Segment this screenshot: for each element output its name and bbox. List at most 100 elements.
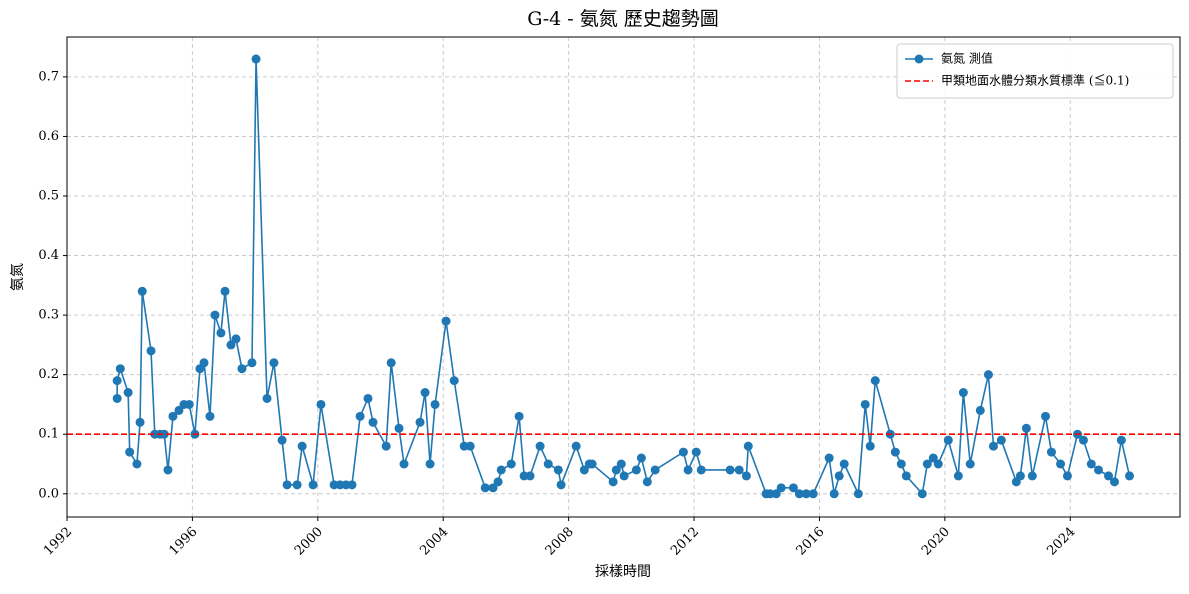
- data-point: [996, 435, 1006, 445]
- y-tick-label: 0.6: [38, 129, 59, 144]
- y-tick-label: 0.0: [38, 486, 59, 501]
- data-point: [277, 435, 287, 445]
- data-point: [860, 399, 870, 409]
- data-point: [112, 393, 122, 403]
- data-point: [776, 483, 786, 493]
- data-point: [965, 459, 975, 469]
- data-point: [801, 489, 811, 499]
- data-point: [112, 376, 122, 386]
- data-point: [262, 393, 272, 403]
- data-point: [696, 465, 706, 475]
- data-point: [794, 489, 804, 499]
- data-point: [834, 471, 844, 481]
- data-point: [611, 465, 621, 475]
- data-point: [725, 465, 735, 475]
- data-point: [1125, 471, 1135, 481]
- x-tick-label: 2008: [543, 525, 577, 559]
- series-line: [116, 59, 1131, 497]
- data-point: [983, 370, 993, 380]
- data-point: [953, 471, 963, 481]
- x-axis-label: 採樣時間: [595, 563, 651, 580]
- legend-marker: [914, 54, 924, 64]
- plot-frame: [66, 36, 1181, 518]
- data-point: [890, 447, 900, 457]
- data-point: [347, 480, 357, 490]
- data-point: [174, 405, 184, 415]
- data-point: [1086, 459, 1096, 469]
- data-point: [636, 453, 646, 463]
- data-point: [958, 388, 968, 398]
- data-point: [1056, 459, 1066, 469]
- data-point: [132, 459, 142, 469]
- y-tick-label: 0.5: [38, 189, 59, 204]
- data-point: [115, 364, 125, 374]
- data-point: [734, 465, 744, 475]
- data-point: [619, 471, 629, 481]
- data-point: [741, 471, 751, 481]
- data-point: [650, 465, 660, 475]
- data-point: [683, 465, 693, 475]
- data-point: [1027, 471, 1037, 481]
- data-point: [137, 286, 147, 296]
- data-point: [420, 388, 430, 398]
- data-point: [1062, 471, 1072, 481]
- data-point: [297, 441, 307, 451]
- data-point: [269, 358, 279, 368]
- data-point: [839, 459, 849, 469]
- data-point: [853, 489, 863, 499]
- data-point: [386, 358, 396, 368]
- data-point: [975, 405, 985, 415]
- data-point: [123, 388, 133, 398]
- data-point: [824, 453, 834, 463]
- x-tick-label: 1996: [167, 525, 201, 559]
- x-tick-label: 2020: [919, 525, 953, 559]
- data-point: [928, 453, 938, 463]
- data-point: [587, 459, 597, 469]
- data-point: [488, 483, 498, 493]
- data-point: [368, 417, 378, 427]
- data-point: [1104, 471, 1114, 481]
- data-point: [163, 465, 173, 475]
- data-point: [579, 465, 589, 475]
- data-point: [465, 441, 475, 451]
- data-point: [917, 489, 927, 499]
- data-point: [251, 54, 261, 64]
- data-point: [216, 328, 226, 338]
- data-point: [1093, 465, 1103, 475]
- x-tick-label: 2000: [292, 525, 326, 559]
- data-point: [146, 346, 156, 356]
- data-point: [553, 465, 563, 475]
- data-point: [865, 441, 875, 451]
- data-point: [691, 447, 701, 457]
- data-point: [399, 459, 409, 469]
- legend-label: 甲類地面水體分類水質標準 (≦0.1): [941, 73, 1129, 88]
- data-point: [678, 447, 688, 457]
- data-point: [282, 480, 292, 490]
- data-point: [1116, 435, 1126, 445]
- data-point: [159, 429, 169, 439]
- data-point: [1046, 447, 1056, 457]
- data-point: [292, 480, 302, 490]
- data-point: [808, 489, 818, 499]
- data-point: [237, 364, 247, 374]
- data-point: [355, 411, 365, 421]
- x-tick-label: 2024: [1044, 525, 1078, 559]
- data-point: [870, 376, 880, 386]
- data-point: [896, 459, 906, 469]
- data-point: [480, 483, 490, 493]
- legend-label: 氨氮 測值: [941, 51, 993, 66]
- data-point: [771, 489, 781, 499]
- data-point: [1015, 471, 1025, 481]
- data-point: [199, 358, 209, 368]
- data-point: [493, 477, 503, 487]
- data-point: [1109, 477, 1119, 487]
- data-point: [1040, 411, 1050, 421]
- y-tick-label: 0.2: [38, 367, 59, 382]
- data-point: [184, 399, 194, 409]
- data-point: [788, 483, 798, 493]
- data-point: [425, 459, 435, 469]
- data-point: [308, 480, 318, 490]
- data-point: [556, 480, 566, 490]
- data-point: [988, 441, 998, 451]
